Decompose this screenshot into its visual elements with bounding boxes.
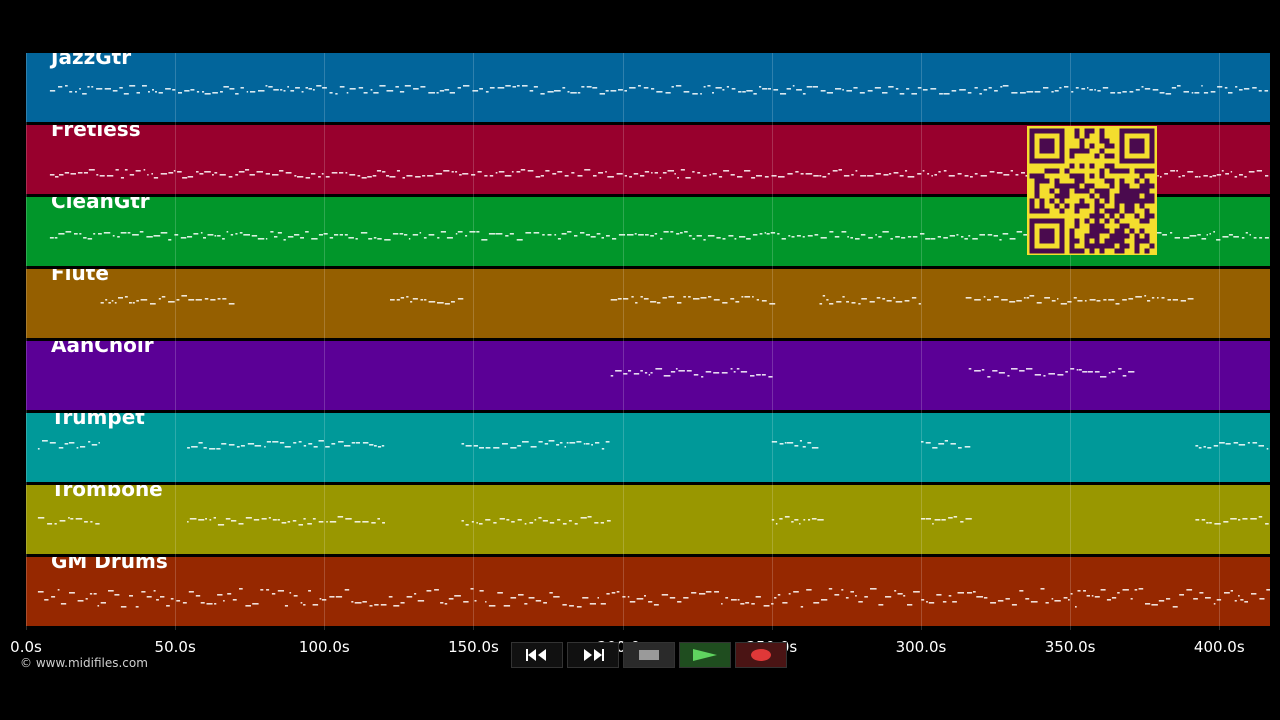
copyright-text: © www.midifiles.com xyxy=(20,656,148,670)
play-button[interactable] xyxy=(679,642,731,668)
fast-forward-button[interactable] xyxy=(567,642,619,668)
track-name: Trumpet xyxy=(51,413,145,429)
tick-label: 350.0s xyxy=(1044,638,1096,656)
track-notes xyxy=(37,440,1269,450)
track-notes xyxy=(610,368,1135,378)
track-trombone[interactable]: Trombone xyxy=(26,485,1270,554)
transport-controls xyxy=(511,642,787,668)
track-aahchoir[interactable]: AahChoir xyxy=(26,341,1270,410)
track-name: Flute xyxy=(51,269,109,285)
record-button[interactable] xyxy=(735,642,787,668)
track-notes xyxy=(49,85,1269,95)
track-name: AahChoir xyxy=(51,341,154,357)
play-icon xyxy=(693,649,717,661)
track-jazzgtr[interactable]: JazzGtr xyxy=(26,53,1270,122)
track-trumpet[interactable]: Trumpet xyxy=(26,413,1270,482)
qr-code-icon[interactable] xyxy=(1027,126,1157,255)
stop-button[interactable] xyxy=(623,642,675,668)
track-gm-drums[interactable]: GM Drums xyxy=(26,557,1270,626)
stop-icon xyxy=(639,650,659,660)
fast-forward-icon xyxy=(584,649,604,661)
track-name: CleanGtr xyxy=(51,197,150,213)
tick-label: 50.0s xyxy=(154,638,196,656)
qr-code-graphic xyxy=(1029,128,1155,254)
track-name: Trombone xyxy=(51,485,163,501)
track-notes xyxy=(37,588,1270,608)
tick-label: 100.0s xyxy=(298,638,350,656)
track-flute[interactable]: Flute xyxy=(26,269,1270,338)
track-notes xyxy=(37,516,1269,526)
tick-label: 400.0s xyxy=(1193,638,1245,656)
rewind-button[interactable] xyxy=(511,642,563,668)
tick-label: 0.0s xyxy=(10,638,42,656)
track-name: JazzGtr xyxy=(51,53,132,69)
rewind-icon xyxy=(526,649,546,661)
tick-label: 150.0s xyxy=(448,638,499,656)
tick-label: 300.0s xyxy=(895,638,947,656)
track-name: Fretless xyxy=(51,125,141,141)
track-name: GM Drums xyxy=(51,557,168,573)
track-notes xyxy=(100,295,1194,305)
record-icon xyxy=(751,649,771,661)
